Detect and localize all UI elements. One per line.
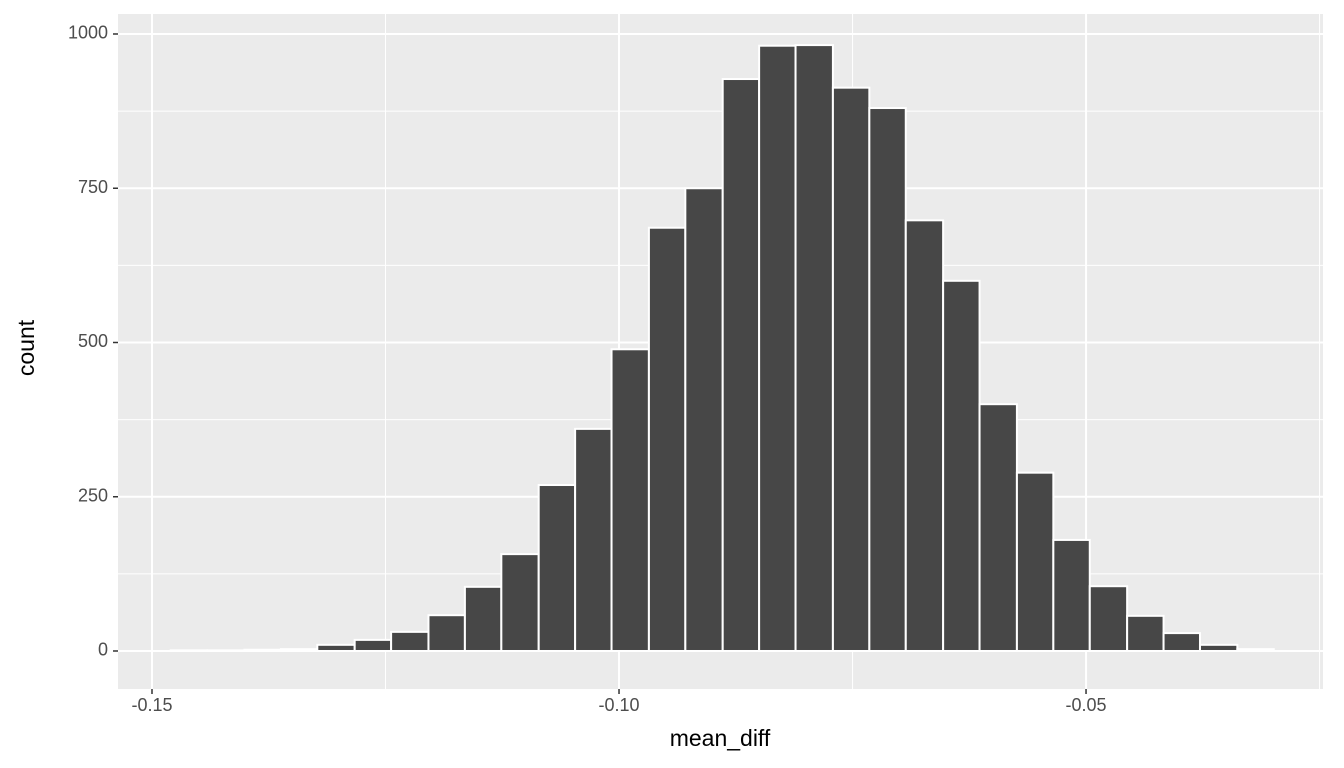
histogram-bar (574, 427, 613, 652)
histogram-bar (794, 44, 834, 652)
y-tick-label: 500 (78, 331, 108, 351)
histogram-bar (169, 649, 209, 652)
histogram-bar (684, 187, 724, 652)
histogram-bar (868, 107, 907, 652)
y-tick-label: 1000 (68, 23, 108, 43)
histogram-bar (390, 630, 430, 652)
histogram-bar (1015, 471, 1055, 652)
histogram-bar (904, 219, 945, 652)
histogram-bar (721, 78, 761, 652)
histogram-bar (1126, 614, 1165, 652)
histogram-bar (1236, 648, 1275, 652)
histogram-bar (1162, 632, 1201, 652)
y-tick-label: 0 (98, 640, 108, 660)
histogram-bar (978, 403, 1018, 652)
histogram-bar (647, 226, 687, 652)
histogram-bar (1088, 585, 1129, 652)
x-tick-label: -0.15 (131, 695, 172, 715)
histogram-bar (243, 648, 282, 652)
histogram-bar (942, 279, 981, 652)
histogram-bar (206, 649, 246, 652)
histogram-bar (353, 638, 393, 652)
histogram-bar (279, 648, 319, 652)
histogram-bar (1052, 538, 1091, 652)
histogram-bar (463, 585, 503, 652)
y-axis-title: count (13, 319, 39, 376)
histogram-bar (537, 484, 577, 652)
histogram-bar (610, 348, 650, 652)
y-tick-label: 250 (78, 485, 108, 505)
y-tick-label: 750 (78, 177, 108, 197)
x-tick-label: -0.05 (1066, 695, 1107, 715)
x-axis-title: mean_diff (670, 725, 771, 751)
histogram-bar (1198, 643, 1239, 652)
histogram-bar (427, 614, 466, 652)
x-tick-label: -0.10 (599, 695, 640, 715)
histogram-bar (500, 553, 540, 652)
histogram-bar (758, 44, 797, 652)
histogram-bar (831, 86, 871, 652)
histogram-bar (316, 643, 356, 652)
